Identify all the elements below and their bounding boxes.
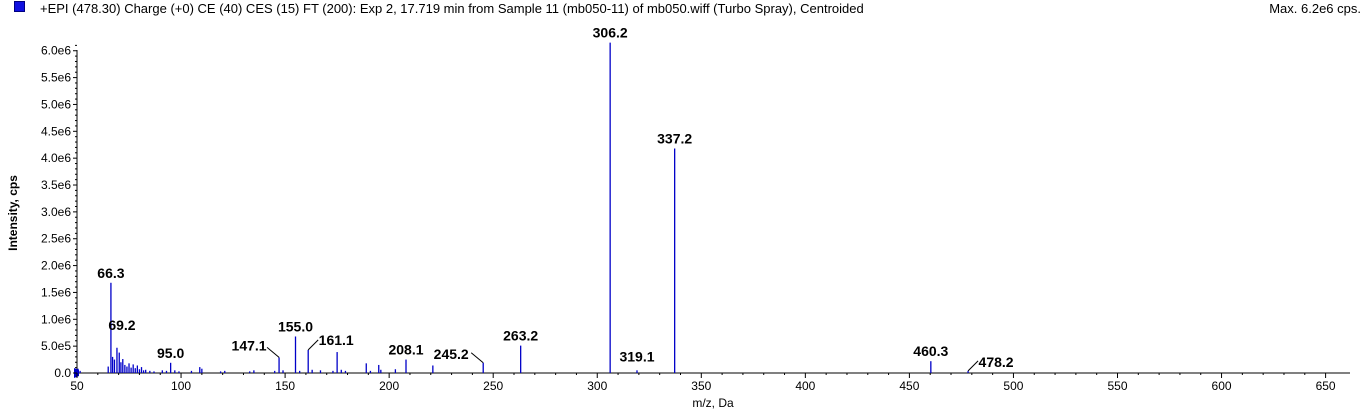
chart-title: +EPI (478.30) Charge (+0) CE (40) CES (1… <box>40 1 864 16</box>
axes <box>74 50 1350 378</box>
x-tick-label: 550 <box>1107 379 1127 393</box>
y-tick-label: 4.5e6 <box>41 124 71 138</box>
y-tick-label: 1.5e6 <box>41 285 71 299</box>
y-tick-label: 5.5e6 <box>41 71 71 85</box>
peak-label: 69.2 <box>108 317 135 333</box>
peak-labels: 66.3 69.2 95.0 147.1 155.0 161.1 208.1 245.2 263… <box>97 25 1014 372</box>
peak-bars <box>77 42 969 373</box>
label-leader <box>266 347 280 358</box>
x-tick-label: 250 <box>483 379 503 393</box>
x-tick-label: 650 <box>1316 379 1336 393</box>
peak-label: 208.1 <box>388 342 423 358</box>
y-tick-label: 5.0e6 <box>41 97 71 111</box>
peak-label: 478.2 <box>979 354 1014 370</box>
y-tick-label: 5.0e5 <box>41 339 71 353</box>
x-tick-label: 500 <box>1003 379 1023 393</box>
x-tick-label: 450 <box>899 379 919 393</box>
y-tick-label: 1.0e6 <box>41 312 71 326</box>
y-tick-label: 0.0 <box>54 366 71 380</box>
peak-label: 155.0 <box>278 318 313 334</box>
peak-label: 337.2 <box>657 130 692 146</box>
peak-label: 147.1 <box>232 337 267 353</box>
peak-label: 95.0 <box>157 345 184 361</box>
y-tick-label: 4.0e6 <box>41 151 71 165</box>
label-leader <box>470 352 484 364</box>
y-axis-title: Intensity, cps <box>6 175 20 251</box>
peak-label: 161.1 <box>319 332 354 348</box>
x-tick-label: 400 <box>795 379 815 393</box>
y-tick-label: 3.5e6 <box>41 178 71 192</box>
x-tick-label: 50 <box>70 379 84 393</box>
tick-marks: 0.0 5.0e5 1.0e6 1.5e6 2.0e6 2.5e6 3.0e6 3.5e6 4.… <box>41 44 1336 393</box>
y-tick-label: 2.5e6 <box>41 232 71 246</box>
peak-label: 245.2 <box>434 346 469 362</box>
y-tick-label: 3.0e6 <box>41 205 71 219</box>
x-tick-label: 100 <box>171 379 191 393</box>
x-tick-label: 350 <box>691 379 711 393</box>
y-tick-label: 2.0e6 <box>41 259 71 273</box>
peak-label: 306.2 <box>593 25 628 41</box>
peak-label: 66.3 <box>97 265 124 281</box>
label-leader <box>307 339 319 351</box>
x-tick-label: 200 <box>379 379 399 393</box>
legend-swatch <box>14 1 25 12</box>
chart-header: +EPI (478.30) Charge (+0) CE (40) CES (1… <box>0 0 1363 18</box>
label-leader <box>967 360 979 372</box>
max-intensity-label: Max. 6.2e6 cps. <box>1269 1 1361 16</box>
peak-label: 460.3 <box>913 343 948 359</box>
x-axis-title: m/z, Da <box>692 396 734 410</box>
peak-label: 263.2 <box>503 328 538 344</box>
x-tick-label: 300 <box>587 379 607 393</box>
x-tick-label: 150 <box>275 379 295 393</box>
peak-label: 319.1 <box>619 348 654 364</box>
x-tick-label: 600 <box>1212 379 1232 393</box>
y-tick-label: 6.0e6 <box>41 44 71 58</box>
